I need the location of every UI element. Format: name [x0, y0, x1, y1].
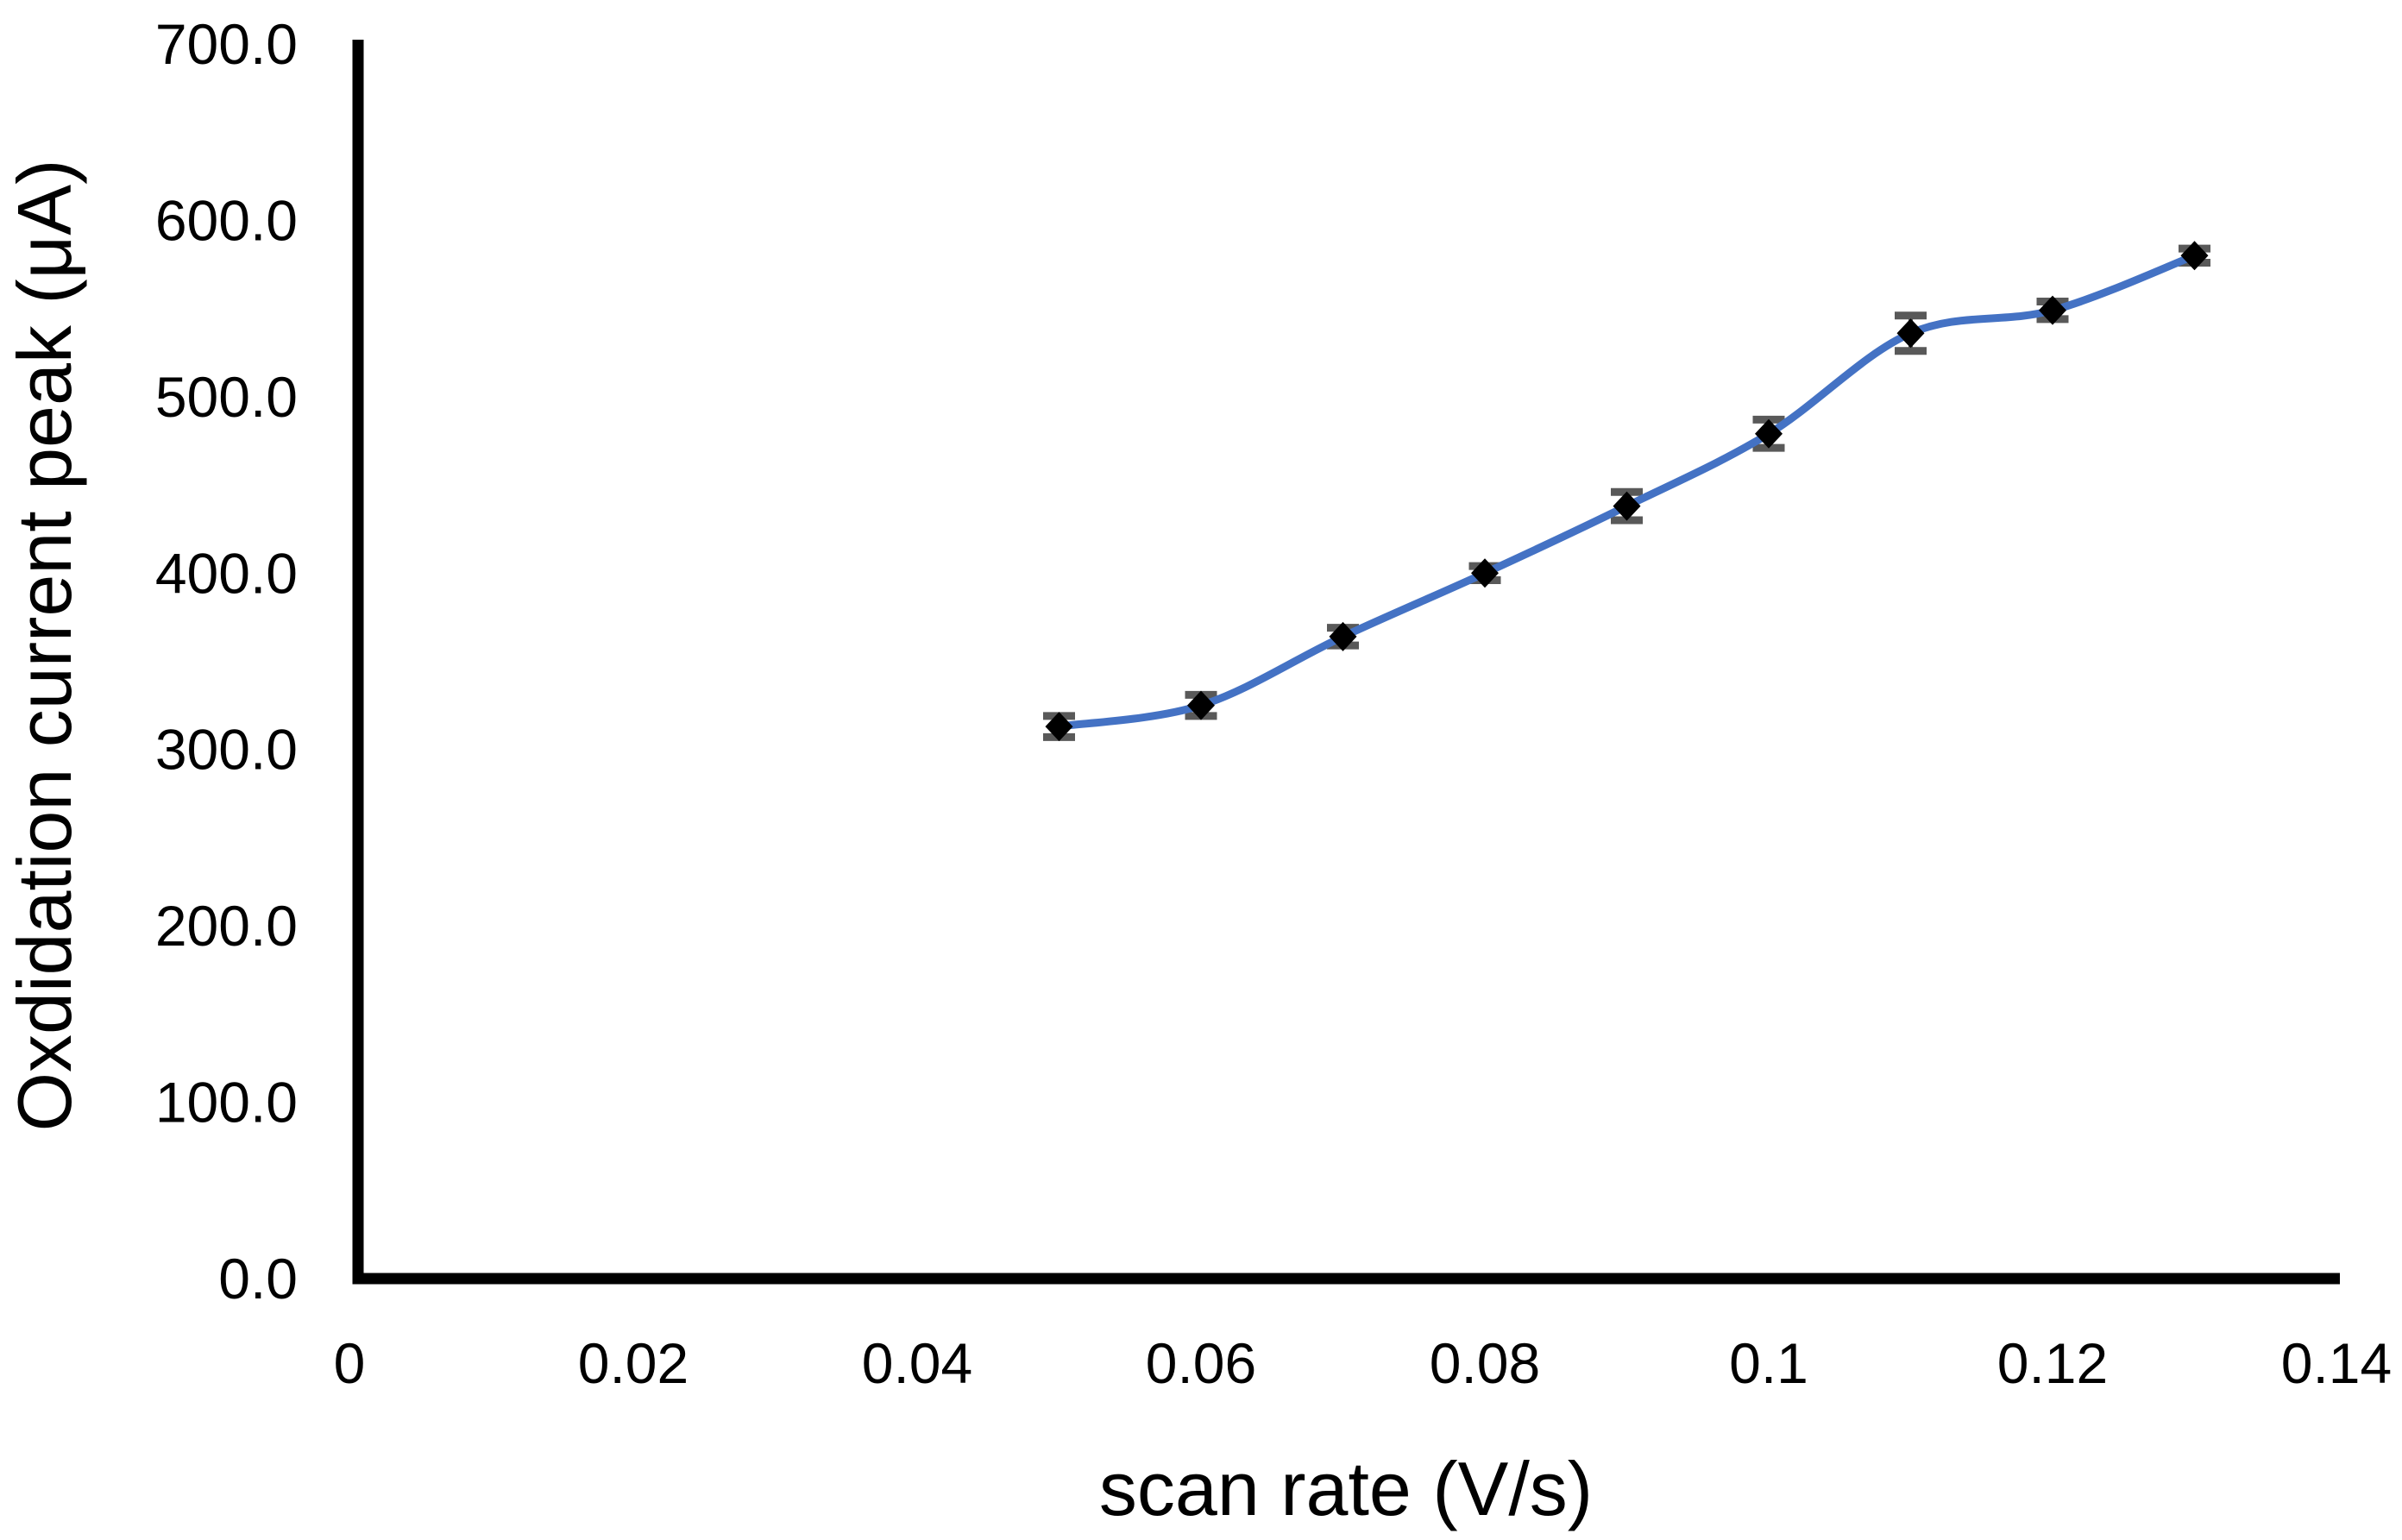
- data-point-marker: [1896, 318, 1925, 349]
- y-tick-label: 700.0: [155, 12, 298, 76]
- y-axis-title: Oxdidation current peak (μA): [2, 160, 87, 1132]
- x-tick-label: 0.02: [578, 1331, 689, 1395]
- data-point-marker: [1755, 418, 1783, 449]
- y-tick-label: 600.0: [155, 188, 298, 252]
- data-point-marker: [1613, 491, 1641, 521]
- x-tick-label: 0.08: [1430, 1331, 1540, 1395]
- x-tick-label: 0.1: [1729, 1331, 1808, 1395]
- data-point-marker: [2039, 295, 2066, 325]
- x-tick-label: 0: [334, 1331, 366, 1395]
- y-tick-label: 200.0: [155, 894, 298, 958]
- y-tick-label: 500.0: [155, 365, 298, 429]
- x-tick-label: 0.14: [2281, 1331, 2392, 1395]
- x-tick-label: 0.12: [1997, 1331, 2108, 1395]
- data-point-marker: [1471, 558, 1499, 588]
- data-point-marker: [1045, 712, 1073, 742]
- y-axis-tick-labels: 0.0 100.0 200.0 300.0 400.0 500.0 600.0 700.0: [155, 12, 298, 1311]
- x-tick-label: 0.04: [862, 1331, 972, 1395]
- data-point-marker: [1329, 621, 1357, 651]
- markers-group: [1045, 241, 2209, 742]
- y-tick-label: 0.0: [218, 1247, 298, 1311]
- y-tick-label: 300.0: [155, 718, 298, 782]
- y-tick-label: 100.0: [155, 1071, 298, 1135]
- y-tick-label: 400.0: [155, 541, 298, 605]
- data-point-marker: [2180, 241, 2209, 271]
- x-tick-label: 0.06: [1146, 1331, 1256, 1395]
- x-axis-title: scan rate (V/s): [1099, 1446, 1593, 1531]
- data-point-marker: [1187, 690, 1215, 720]
- x-axis-tick-labels: 0 0.02 0.04 0.06 0.08 0.1 0.12 0.14: [334, 1331, 2393, 1395]
